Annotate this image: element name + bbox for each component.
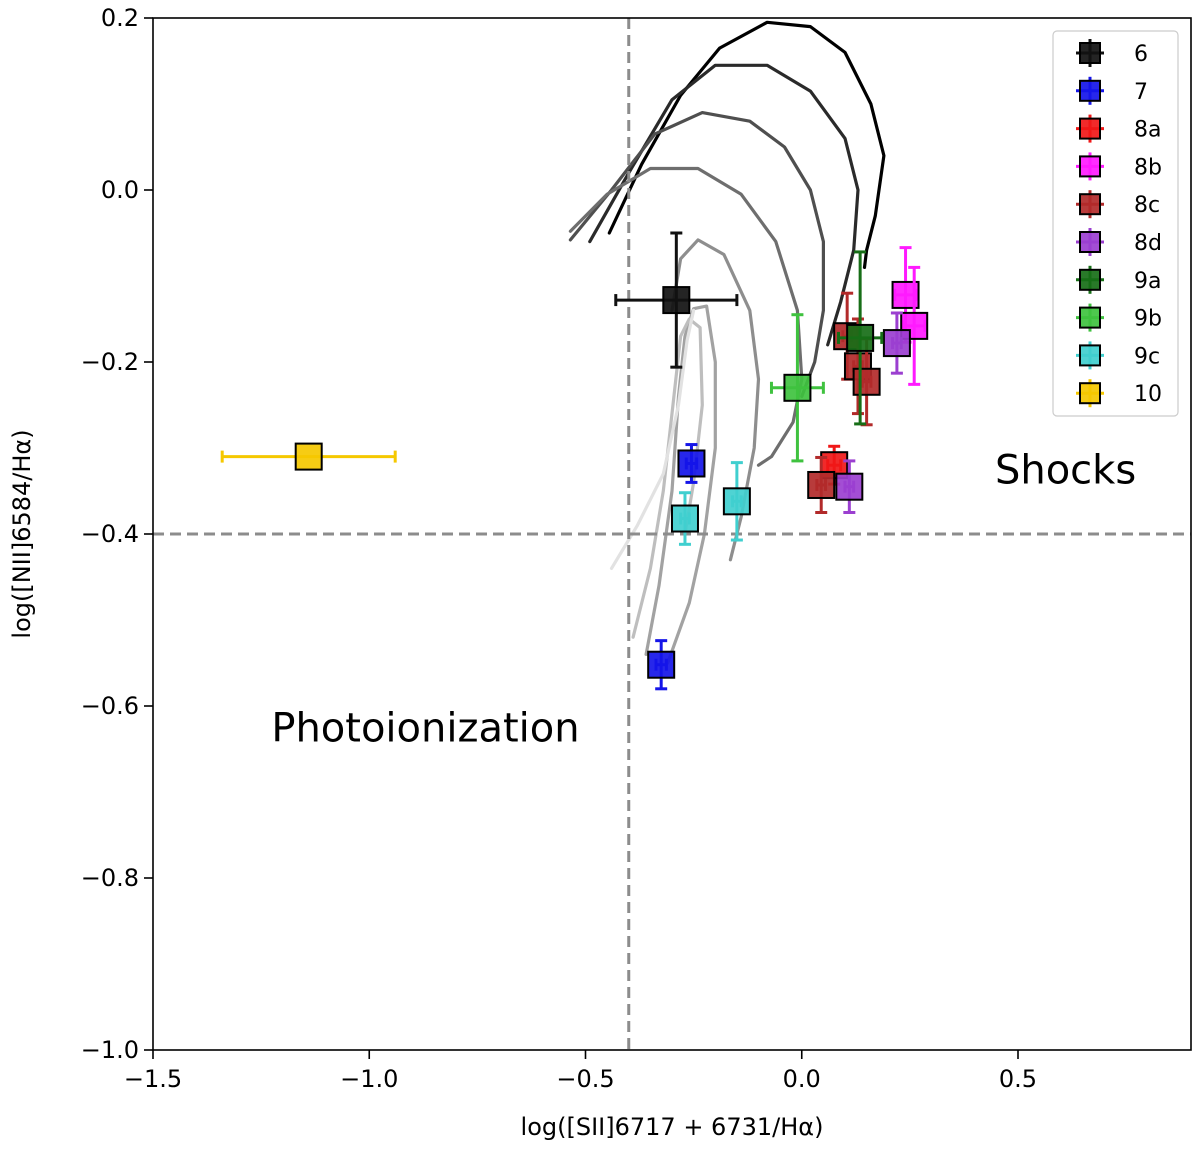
x-tick-label: 0.5: [999, 1065, 1037, 1093]
legend-marker: [1079, 117, 1101, 140]
legend-label: 7: [1134, 80, 1148, 105]
y-tick-label: 0.2: [101, 4, 139, 32]
legend-entry-8d: 8d: [1076, 228, 1162, 256]
legend-marker: [1079, 344, 1101, 367]
legend-marker: [1079, 42, 1101, 64]
legend-items: 6 7 8a 8b 8c 8d 9a 9b 9c 10: [1076, 39, 1162, 408]
legend-label: 9a: [1134, 269, 1161, 294]
model-curve-4: [568, 166, 804, 467]
model-curves: [568, 20, 886, 665]
y-tick-label: −0.8: [81, 864, 139, 892]
x-axis-label: log([SII]6717 + 6731/Hα): [521, 1113, 824, 1141]
legend-label: 8a: [1134, 118, 1161, 143]
legend-label: 9c: [1134, 344, 1160, 369]
legend-entry-8a: 8a: [1076, 114, 1161, 143]
model-curve-6: [644, 304, 717, 665]
model-curve-1: [607, 20, 886, 269]
legend-entry-7: 7: [1076, 76, 1148, 105]
y-tick-label: −0.4: [81, 520, 139, 548]
marker-square: [835, 472, 864, 501]
marker-square: [882, 329, 911, 358]
shocks-region-label: Shocks: [995, 448, 1136, 494]
marker-square: [670, 504, 699, 533]
reference-lines: [153, 18, 1191, 1050]
model-curve-3: [568, 111, 825, 398]
marker-square: [647, 650, 676, 679]
photoionization-region-label: Photoionization: [271, 706, 579, 752]
data-point-8d-2: [882, 311, 911, 375]
data-point-10-1: [220, 442, 397, 471]
data-point-8c-4: [852, 337, 881, 427]
data-points: [220, 231, 929, 691]
legend-entry-9b: 9b: [1076, 303, 1162, 332]
legend-entry-10: 10: [1076, 379, 1162, 408]
legend-marker: [1079, 79, 1101, 102]
x-axis-ticks: −1.5 −1.0 −0.5 0.0 0.5: [124, 1050, 1037, 1093]
x-tick-label: 0.0: [783, 1065, 821, 1093]
y-axis-label: log([NII]6584/Hα): [8, 429, 36, 638]
legend-entry-9a: 9a: [1076, 265, 1161, 294]
legend-label: 10: [1134, 382, 1162, 407]
x-tick-label: −0.5: [556, 1065, 614, 1093]
legend-label: 9b: [1134, 307, 1162, 332]
model-curve-2: [588, 63, 860, 347]
y-axis-ticks: −1.0 −0.8 −0.6 −0.4 −0.2 0.0 0.2: [81, 4, 153, 1064]
y-tick-label: −1.0: [81, 1036, 139, 1064]
legend: 6 7 8a 8b 8c 8d 9a 9b 9c 10: [1052, 30, 1179, 417]
model-curve-7: [631, 317, 704, 639]
legend-label: 8d: [1134, 231, 1162, 256]
data-point-7-2: [647, 639, 676, 691]
legend-entry-6: 6: [1076, 39, 1148, 67]
legend-marker: [1079, 306, 1101, 329]
legend-marker: [1079, 155, 1101, 178]
marker-square: [677, 449, 706, 478]
legend-marker: [1079, 231, 1101, 253]
marker-square: [662, 286, 691, 315]
marker-square: [846, 323, 875, 352]
y-tick-label: −0.2: [81, 348, 139, 376]
marker-square: [294, 442, 323, 471]
marker-square: [852, 367, 881, 396]
marker-square: [783, 373, 812, 402]
data-point-9a-1: [837, 250, 884, 426]
y-tick-label: 0.0: [101, 176, 139, 204]
data-point-8d-1: [835, 459, 864, 514]
legend-marker: [1079, 382, 1101, 405]
x-tick-label: −1.5: [124, 1065, 182, 1093]
data-point-7-1: [677, 443, 706, 484]
legend-label: 8b: [1134, 155, 1162, 180]
y-tick-label: −0.6: [81, 692, 139, 720]
legend-entry-9c: 9c: [1076, 341, 1160, 370]
data-point-9c-1: [670, 491, 699, 546]
legend-marker: [1079, 193, 1101, 216]
x-tick-label: −1.0: [340, 1065, 398, 1093]
marker-square: [807, 470, 836, 499]
legend-entry-8b: 8b: [1076, 152, 1162, 181]
data-point-6-1: [614, 231, 739, 369]
legend-label: 6: [1134, 42, 1148, 67]
data-point-9c-2: [722, 461, 751, 542]
legend-entry-8c: 8c: [1076, 190, 1160, 219]
legend-label: 8c: [1134, 193, 1160, 218]
marker-square: [722, 487, 751, 516]
data-point-9b-1: [769, 313, 825, 463]
data-point-8c-1: [807, 455, 836, 514]
legend-marker: [1079, 268, 1101, 291]
